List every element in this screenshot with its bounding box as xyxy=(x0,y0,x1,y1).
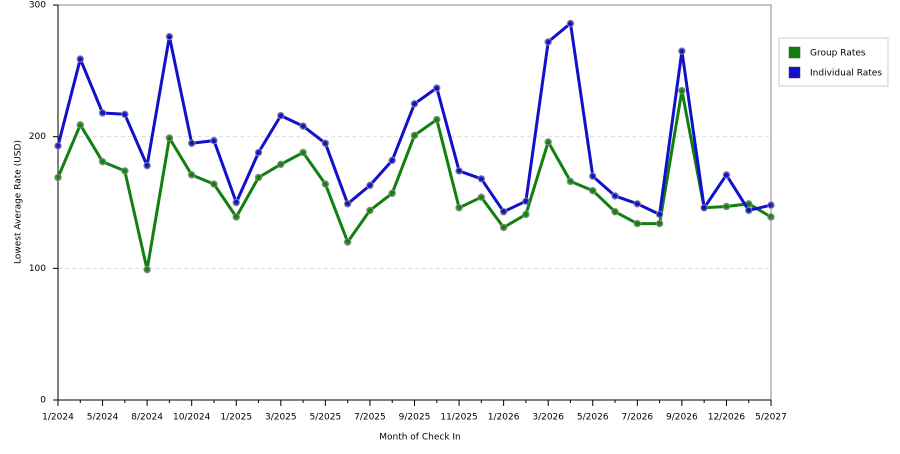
data-point xyxy=(477,175,486,183)
data-point xyxy=(76,121,84,129)
data-point xyxy=(745,206,753,215)
data-point xyxy=(165,134,174,142)
data-point xyxy=(254,173,263,182)
data-point xyxy=(165,32,174,41)
legend-swatch xyxy=(788,46,801,59)
data-point xyxy=(499,208,508,216)
data-point xyxy=(277,111,285,120)
x-tick-label: 9/2025 xyxy=(399,413,431,423)
x-tick-label: 12/2026 xyxy=(708,413,746,423)
y-tick-label: 200 xyxy=(29,132,46,142)
data-point xyxy=(544,38,552,46)
data-point xyxy=(410,131,419,140)
x-tick-label: 5/2025 xyxy=(310,413,342,423)
data-point xyxy=(210,180,218,188)
data-point xyxy=(343,238,352,246)
data-point xyxy=(410,100,419,108)
x-tick-label: 8/2024 xyxy=(131,413,163,423)
y-axis-label: Lowest Average Rate (USD) xyxy=(14,140,24,264)
x-tick-label: 1/2025 xyxy=(220,413,252,423)
data-point xyxy=(522,197,530,205)
x-tick-label: 11/2025 xyxy=(440,413,477,423)
data-point xyxy=(477,193,486,201)
x-tick-label: 3/2026 xyxy=(532,413,564,423)
data-point xyxy=(767,201,775,209)
data-point xyxy=(655,210,664,219)
data-point xyxy=(343,200,352,208)
data-point xyxy=(655,219,664,228)
legend-swatch xyxy=(788,66,801,79)
data-point xyxy=(187,139,196,147)
y-tick-label: 100 xyxy=(29,264,46,274)
data-point xyxy=(678,47,686,55)
data-point xyxy=(566,177,575,186)
data-point xyxy=(299,148,307,157)
data-point xyxy=(388,156,396,165)
data-point xyxy=(76,55,84,63)
data-point xyxy=(544,138,552,146)
data-point xyxy=(98,109,107,117)
x-tick-label: 10/2024 xyxy=(173,413,211,423)
data-point xyxy=(98,157,107,166)
data-point xyxy=(254,148,263,157)
data-point xyxy=(277,160,285,169)
data-point xyxy=(121,167,129,175)
x-tick-label: 1/2024 xyxy=(42,413,74,423)
data-point xyxy=(210,136,218,145)
data-point xyxy=(722,202,731,211)
x-tick-label: 5/2024 xyxy=(87,413,119,423)
x-tick-label: 9/2026 xyxy=(666,413,698,423)
data-point xyxy=(232,198,240,207)
data-point xyxy=(143,161,151,170)
data-point xyxy=(700,204,708,212)
x-tick-label: 5/2027 xyxy=(755,413,787,423)
data-point xyxy=(321,139,330,147)
data-point xyxy=(611,208,619,216)
data-point xyxy=(566,19,575,28)
x-axis-label: Month of Check In xyxy=(379,433,461,443)
data-point xyxy=(388,189,396,197)
data-point xyxy=(455,167,463,175)
data-point xyxy=(121,110,129,118)
x-tick-label: 3/2025 xyxy=(265,413,297,423)
y-tick-label: 300 xyxy=(29,1,46,11)
data-point xyxy=(455,204,463,212)
data-point xyxy=(767,213,775,221)
data-point xyxy=(232,213,240,221)
data-point xyxy=(143,265,151,274)
legend-label: Individual Rates xyxy=(810,69,882,79)
data-point xyxy=(589,186,597,195)
data-point xyxy=(433,84,441,92)
x-tick-label: 5/2026 xyxy=(577,413,609,423)
data-point xyxy=(589,172,597,180)
data-point xyxy=(433,115,441,124)
data-point xyxy=(366,181,374,190)
data-point xyxy=(54,173,62,182)
data-point xyxy=(299,122,307,130)
data-point xyxy=(522,210,530,219)
series-line xyxy=(56,21,772,216)
data-point xyxy=(366,206,374,215)
x-tick-label: 1/2026 xyxy=(488,413,520,423)
legend-box xyxy=(778,37,889,87)
data-point xyxy=(722,171,731,179)
data-point xyxy=(678,86,686,95)
data-point xyxy=(611,192,619,200)
data-point xyxy=(54,142,62,150)
data-point xyxy=(321,180,330,188)
legend-label: Group Rates xyxy=(810,49,866,59)
data-point xyxy=(499,223,508,232)
data-point xyxy=(633,200,642,208)
x-tick-label: 7/2025 xyxy=(354,413,386,423)
data-point xyxy=(187,171,196,179)
x-tick-label: 7/2026 xyxy=(621,413,653,423)
y-tick-label: 0 xyxy=(40,396,46,406)
data-point xyxy=(633,219,642,228)
